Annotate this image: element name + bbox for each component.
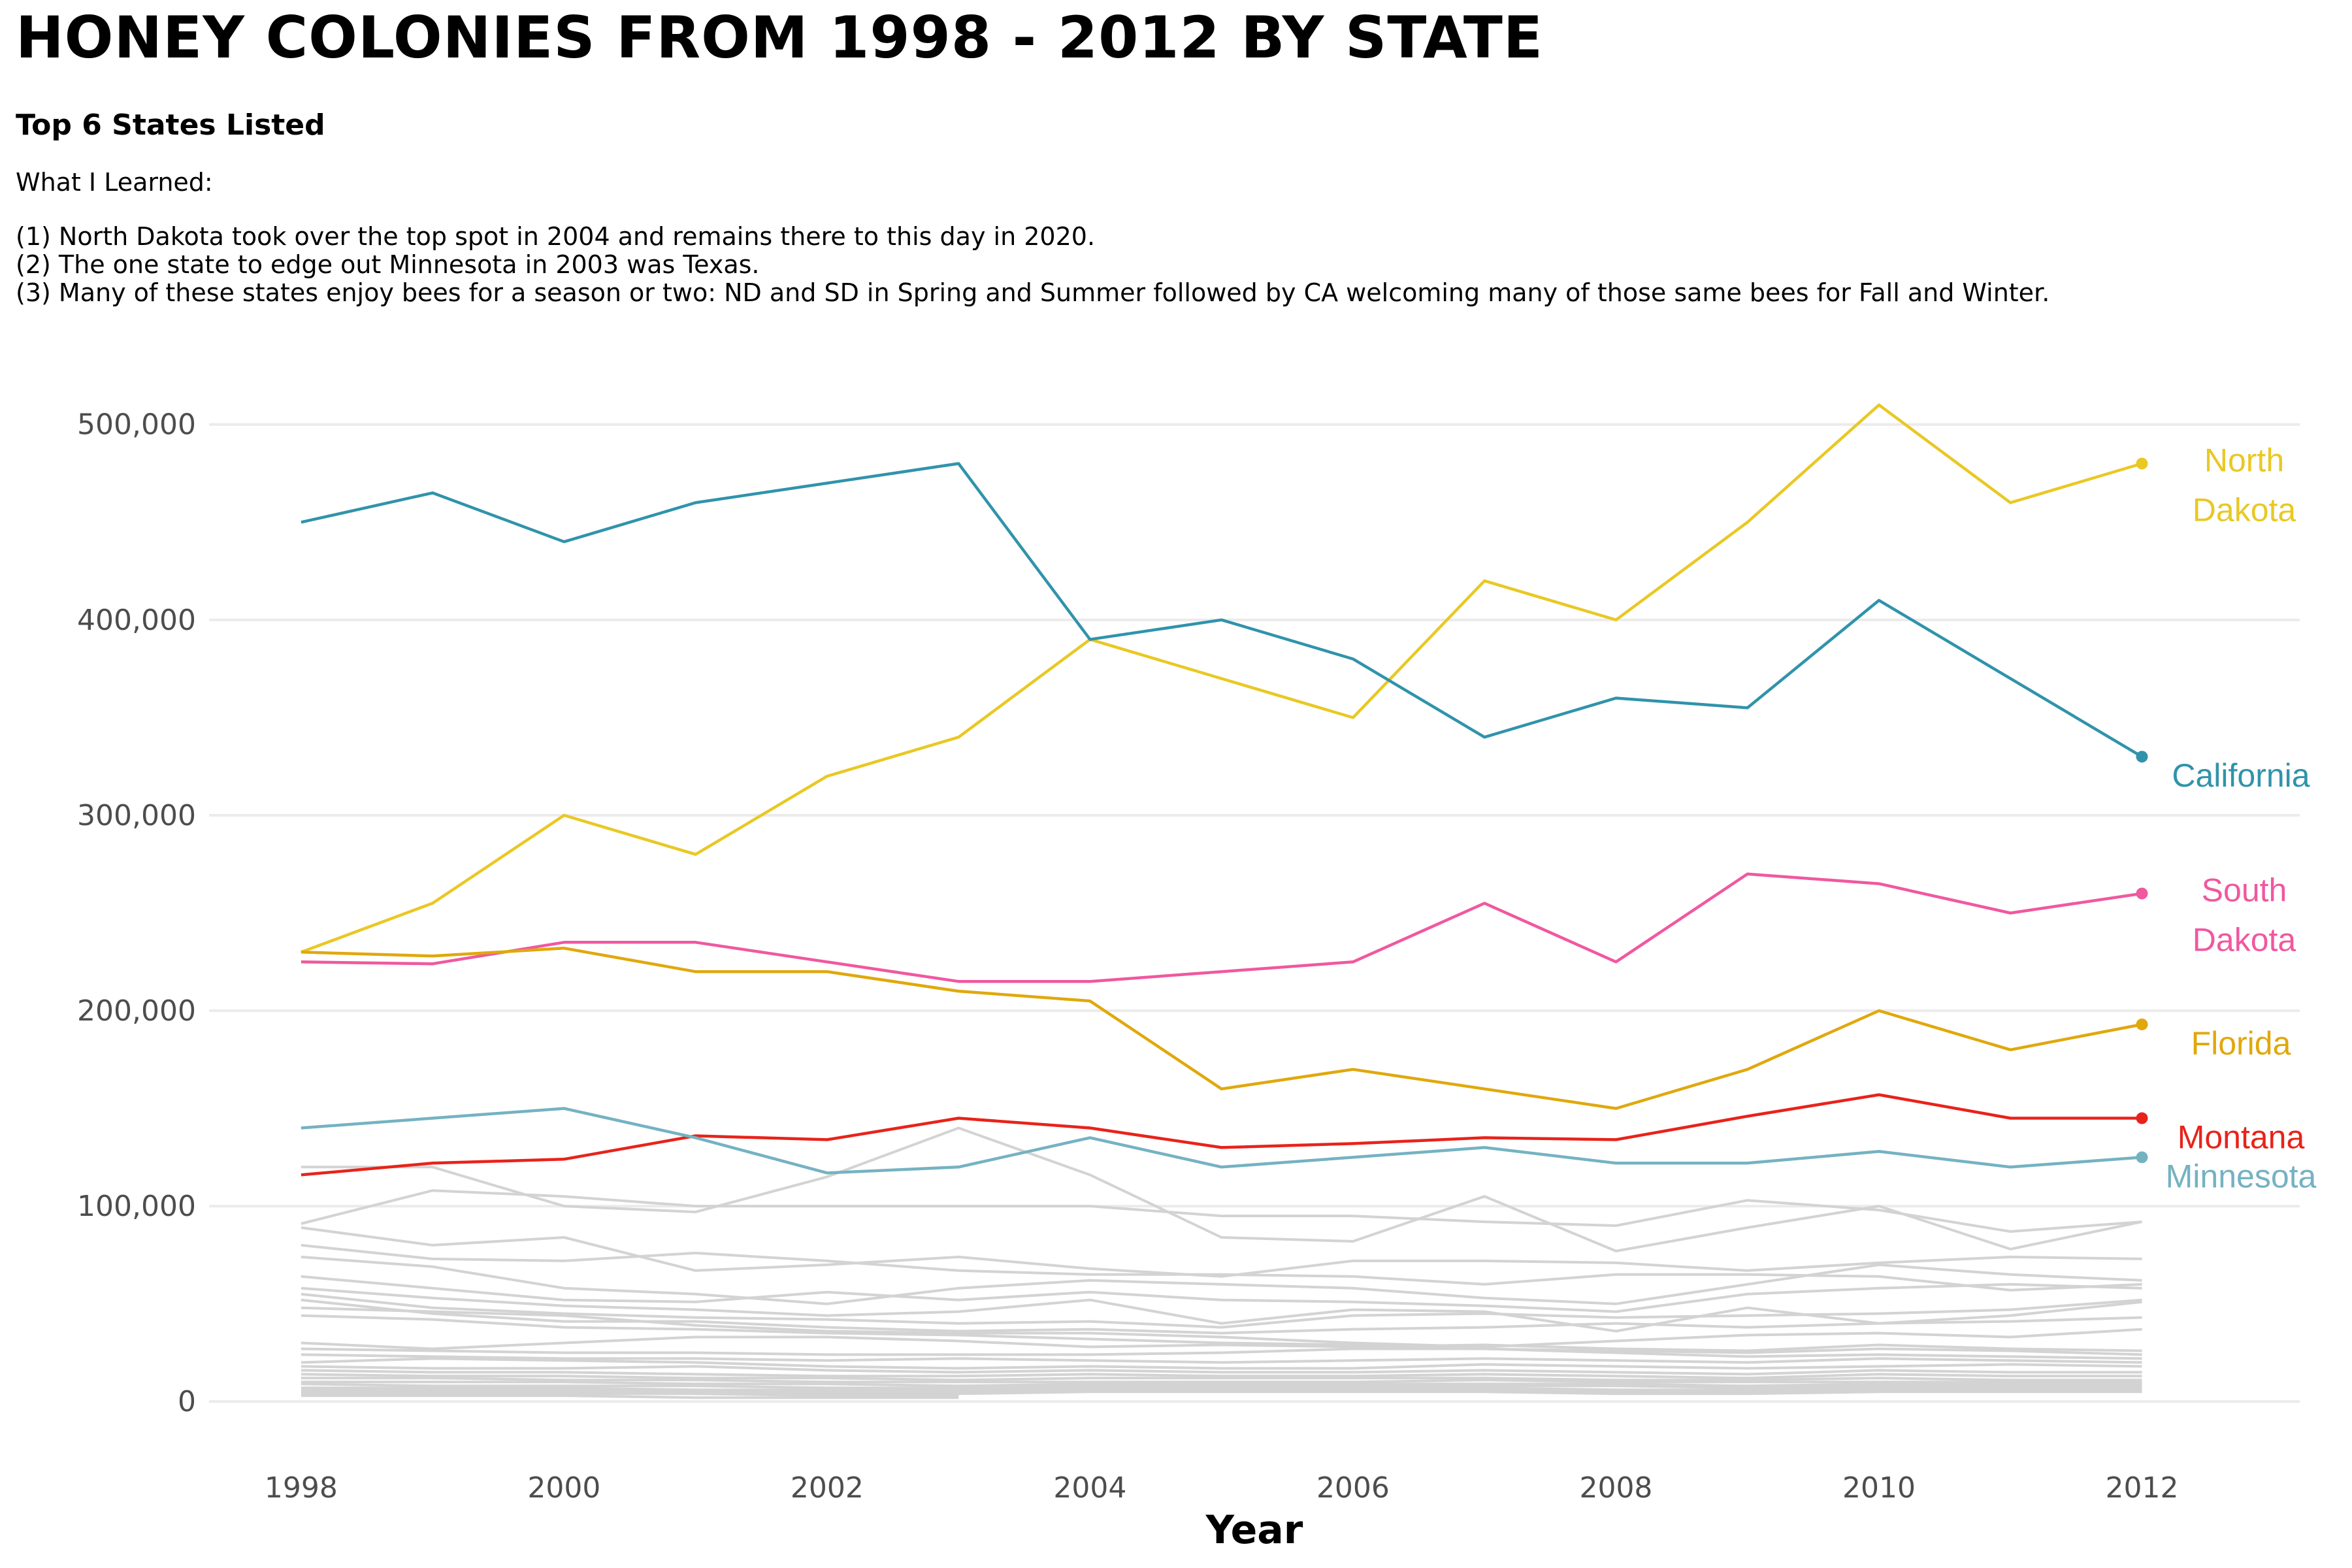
x-axis: 1998 2000 2002 2004 2006 2008 2010 2012 [265,1471,2179,1505]
background-series-line [301,1335,2142,1352]
background-series-line [301,1392,959,1397]
background-series-line [301,1377,2142,1384]
note-2: (2) The one state to edge out Minnesota … [16,250,760,279]
x-tick-label: 2006 [1316,1471,1390,1505]
x-tick-label: 2000 [527,1471,600,1505]
background-series-line [301,1388,2142,1394]
x-tick-label: 2004 [1053,1471,1126,1505]
x-tick-label: 2008 [1579,1471,1652,1505]
x-tick-label: 2002 [791,1471,864,1505]
series-end-point-south-dakota [2136,887,2148,900]
highlighted-series-group: North Dakota California South Dakota Florida M… [301,403,2317,1194]
x-tick-label: 2012 [2105,1471,2178,1505]
series-label-florida: Florida [2191,1025,2291,1062]
background-series-line [301,1292,2142,1329]
y-tick-label: 100,000 [77,1190,196,1223]
grid-lines [209,423,2300,1403]
background-series-group [301,1126,2142,1399]
note-3: (3) Many of these states enjoy bees for … [16,278,2050,307]
series-end-point-florida [2136,1018,2148,1030]
series-end-point-minnesota [2136,1151,2148,1164]
background-series-line [301,1226,2142,1278]
chart-title: HONEY COLONIES FROM 1998 - 2012 BY STATE [16,4,1544,71]
series-label-california: California [2172,757,2310,794]
x-tick-label: 2010 [1842,1471,1916,1505]
x-tick-label: 1998 [265,1471,338,1505]
series-end-point-north-dakota [2136,457,2148,470]
series-line-california [301,462,2143,759]
background-series-line [301,1243,2142,1292]
series-line-minnesota [301,1107,2142,1175]
notes-block: What I Learned: (1) North Dakota took ov… [16,169,2050,307]
series-end-point-california [2136,751,2148,763]
y-axis: 0 100,000 200,000 300,000 400,000 500,000 [77,408,196,1418]
note-1: (1) North Dakota took over the top spot … [16,222,1096,251]
background-series-line [301,1306,2142,1348]
series-line-montana [301,1093,2142,1177]
background-series-line [301,1255,2142,1305]
background-series-line [301,1373,2142,1382]
background-series-line [301,1357,2142,1370]
background-series-line [301,1298,2142,1335]
background-series-line [301,1189,2142,1233]
series-label-south-dakota: South Dakota [2193,872,2296,958]
background-series-line [301,1380,2142,1388]
background-series-line [301,1347,2142,1360]
x-axis-title: Year [1205,1507,1303,1553]
y-tick-label: 0 [178,1385,196,1418]
y-tick-label: 500,000 [77,408,196,442]
background-series-line [301,1286,2142,1333]
series-end-point-montana [2136,1112,2148,1124]
background-series-line [301,1275,2142,1313]
background-series-line [301,1353,2142,1364]
background-series-line [301,1369,2142,1380]
series-label-montana: Montana [2178,1119,2305,1156]
series-label-north-dakota: North Dakota [2193,442,2296,529]
background-series-line [301,1382,2142,1390]
y-tick-label: 200,000 [77,994,196,1028]
background-series-line [301,1314,2142,1356]
series-line-north-dakota [301,403,2143,954]
y-tick-label: 400,000 [77,604,196,637]
background-series-line [301,1126,2142,1252]
series-label-minnesota: Minnesota [2166,1158,2317,1194]
background-series-line [301,1394,959,1399]
series-line-south-dakota [301,872,2142,983]
notes-intro: What I Learned: [16,168,213,197]
y-tick-label: 300,000 [77,799,196,832]
chart-subtitle: Top 6 States Listed [16,108,325,142]
series-line-florida [301,947,2142,1110]
background-series-line [301,1365,2142,1376]
background-series-line [301,1386,2142,1392]
